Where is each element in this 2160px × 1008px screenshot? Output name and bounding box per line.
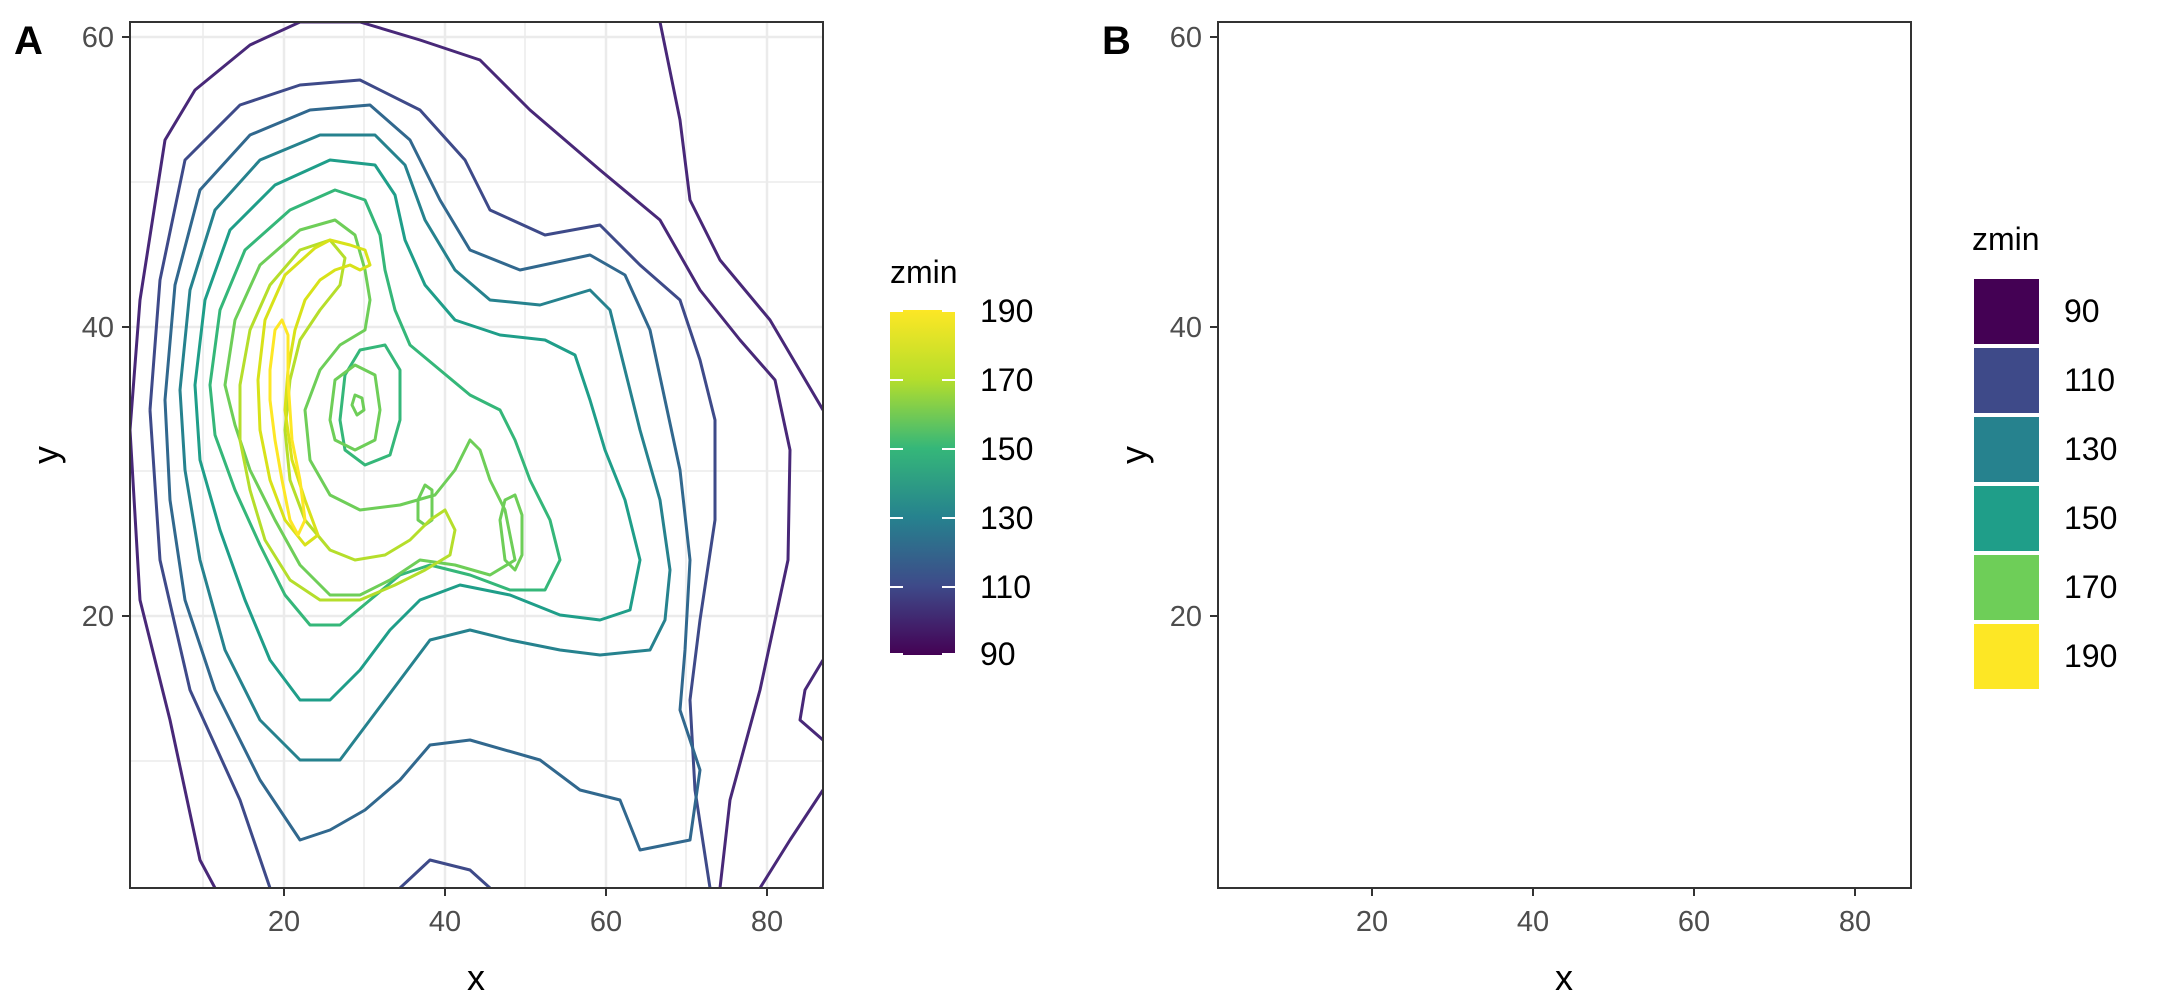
panel-a-border [129, 21, 824, 889]
y-axis-title: y [25, 446, 66, 464]
filled-band [1218, 22, 1878, 888]
contour-line [148, 78, 717, 888]
x-tick-label: 20 [1356, 906, 1388, 938]
contour-line [268, 318, 307, 537]
legend-a-label: 170 [980, 362, 1033, 398]
legend-b-label: 150 [2064, 500, 2117, 536]
y-tick-label: 60 [82, 22, 114, 54]
filled-band [1506, 485, 1520, 525]
legend-a-label: 130 [980, 500, 1033, 536]
x-tick-label: 60 [1678, 906, 1710, 938]
filled-band [1298, 190, 1648, 625]
contour-line [658, 22, 823, 411]
legend-a-label: 150 [980, 431, 1033, 467]
contour-line [498, 493, 524, 572]
filled-band [1218, 22, 1911, 888]
x-tick-label: 80 [1839, 906, 1871, 938]
contour-line [238, 238, 457, 602]
panel-a-contours [130, 22, 823, 888]
contour-line [350, 393, 366, 417]
filled-band [1418, 365, 1468, 450]
contour-line [178, 133, 672, 762]
contour-line [223, 218, 517, 597]
x-tick-label: 80 [751, 906, 783, 938]
legend-b-swatch [1974, 555, 2039, 620]
x-tick-label: 60 [590, 906, 622, 938]
filled-band [1888, 660, 1911, 740]
legend-b-label: 190 [2064, 638, 2117, 674]
legend-b-swatch [1974, 279, 2039, 344]
legend-b-swatch [1974, 624, 2039, 689]
legend-b-label: 130 [2064, 431, 2117, 467]
contour-line [798, 659, 823, 742]
x-axis-title: x [467, 957, 485, 998]
legend-b-title: zmin [1972, 221, 2040, 257]
y-tick-label: 40 [82, 312, 114, 344]
panel-b-filled-contours [1218, 22, 1911, 888]
filled-band [1346, 240, 1458, 545]
contour-line [130, 22, 792, 888]
filled-band [1848, 790, 1911, 888]
x-axis-title: x [1555, 957, 1573, 998]
contour-line [208, 188, 562, 627]
y-axis-title: y [1113, 446, 1154, 464]
x-tick-label: 20 [268, 906, 300, 938]
y-tick-label: 20 [1170, 601, 1202, 633]
x-tick-label: 40 [429, 906, 461, 938]
contour-line [130, 429, 217, 888]
legend-b-swatch [1974, 348, 2039, 413]
panel-b-x-axis [1371, 888, 1856, 896]
contour-line [328, 363, 382, 452]
contour-line [338, 343, 402, 467]
legend-a-title: zmin [890, 254, 958, 290]
filled-band [1253, 105, 1788, 850]
panel-a: A [14, 19, 1033, 998]
contour-line [148, 409, 272, 888]
x-tick-label: 40 [1517, 906, 1549, 938]
filled-band [1428, 345, 1488, 465]
y-tick-label: 40 [1170, 312, 1202, 344]
contour-line [758, 789, 823, 888]
filled-band [1268, 135, 1758, 760]
legend-b-swatch [1974, 417, 2039, 482]
legend-b-label: 170 [2064, 569, 2117, 605]
panel-a-x-axis [283, 888, 768, 896]
panel-b-tag: B [1102, 19, 1131, 63]
legend-b-swatch [1974, 486, 2039, 551]
filled-band [1328, 240, 1543, 600]
legend-a-colorbar [890, 310, 955, 655]
contour-line [256, 238, 372, 547]
panel-b: B [1102, 19, 2117, 998]
legend-a: zmin 190 170 150 130 110 90 [890, 254, 1033, 672]
filled-band [1283, 160, 1728, 700]
y-tick-label: 20 [82, 601, 114, 633]
panel-a-y-axis [122, 36, 130, 617]
filled-band [1588, 495, 1610, 570]
contour-line [398, 858, 492, 888]
legend-a-label: 110 [980, 569, 1031, 605]
legend-b-label: 110 [2064, 362, 2115, 398]
contour-line [163, 103, 702, 852]
legend-b-label: 90 [2064, 293, 2100, 329]
panel-b-y-axis [1210, 36, 1218, 617]
legend-a-label: 190 [980, 293, 1033, 329]
filled-band [1358, 320, 1393, 535]
y-tick-label: 60 [1170, 22, 1202, 54]
contour-line [193, 158, 642, 702]
legend-a-label: 90 [980, 636, 1016, 672]
panel-b-border [1217, 21, 1912, 889]
filled-band [1238, 80, 1803, 888]
legend-b: zmin 90 110 130 150 170 190 [1972, 221, 2117, 689]
panel-a-tag: A [14, 19, 43, 63]
filled-band [1748, 22, 1911, 410]
filled-band [1313, 220, 1603, 595]
